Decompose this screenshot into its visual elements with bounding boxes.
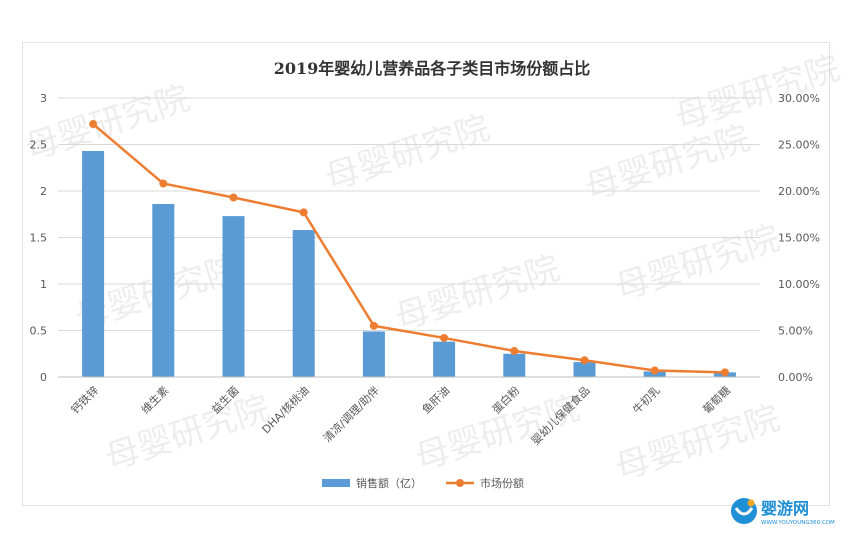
chart-title: 2019年婴幼儿营养品各子类目市场份额占比 [274,59,591,78]
site-logo: 婴游网 WWW.YOUYOUNG360.COM [729,494,841,528]
y-left-tick-label: 0 [40,371,47,384]
y-left-tick-label: 2.5 [30,139,48,152]
y-left-tick-label: 2 [40,185,47,198]
legend-label: 销售额（亿） [356,476,422,490]
y-left-tick-label: 1 [40,278,47,291]
watermark-text: 母婴研究院 [320,108,494,199]
line-point [580,356,589,365]
line-point [299,208,308,217]
y-right-tick-label: 15.00% [778,232,820,245]
bar [222,216,245,377]
bar [82,151,105,377]
bar [152,204,175,377]
watermark-text: 母婴研究院 [580,118,754,209]
logo-text-cn: 婴游网 [761,499,809,518]
line-point [650,366,659,375]
x-tick-label: 钙铁锌 [68,383,101,416]
y-left-tick-label: 3 [40,92,47,105]
y-right-tick-label: 20.00% [778,185,820,198]
x-tick-label: 维生素 [138,383,171,416]
y-right-tick-label: 30.00% [778,92,820,105]
series-line [92,123,725,374]
legend: 销售额（亿） 市场份额 [322,476,524,490]
line-point [369,321,378,330]
y-right-tick-label: 25.00% [778,139,820,152]
logo-text-en: WWW.YOUYOUNG360.COM [761,520,835,526]
legend-label: 市场份额 [480,476,524,490]
line-point [720,368,729,377]
bar [292,230,315,377]
y-left-tick-label: 0.5 [30,325,48,338]
line-point [229,193,238,202]
legend-swatch-marker [456,479,464,487]
watermark-text: 母婴研究院 [610,218,784,309]
line-series [89,120,729,377]
line-point [159,179,168,188]
x-tick-label: 清凉/调理/助伴 [320,383,382,445]
watermark-text: 母婴研究院 [100,388,274,479]
line-point [510,346,519,355]
y-right-tick-label: 0.00% [778,371,813,384]
bar [503,353,526,377]
y-right-tick-label: 10.00% [778,278,820,291]
y-right-tick-label: 5.00% [778,325,813,338]
bar [433,341,456,377]
x-tick-label: 牛初乳 [630,383,663,416]
line-point [440,333,449,342]
bar-series [82,151,736,377]
legend-swatch-bar [322,479,350,487]
x-tick-label: 鱼肝油 [419,383,452,416]
line-point [89,120,98,129]
bar [573,362,596,377]
watermark-text: 母婴研究院 [390,248,564,339]
bar [362,331,385,377]
y-left-tick-label: 1.5 [30,232,48,245]
